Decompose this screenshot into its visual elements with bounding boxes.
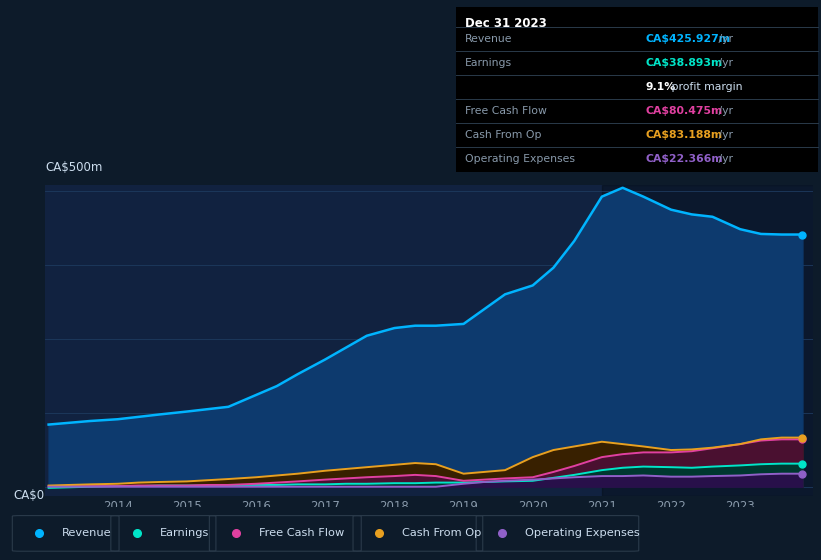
Text: CA$22.366m: CA$22.366m [645,154,723,164]
Text: Operating Expenses: Operating Expenses [465,154,575,164]
Text: Dec 31 2023: Dec 31 2023 [465,17,547,30]
Text: Cash From Op: Cash From Op [465,130,541,140]
Text: CA$80.475m: CA$80.475m [645,106,722,116]
Text: CA$38.893m: CA$38.893m [645,58,722,68]
Bar [602,185,816,496]
Text: /yr: /yr [715,58,733,68]
Text: CA$425.927m: CA$425.927m [645,34,731,44]
Text: Free Cash Flow: Free Cash Flow [259,529,344,538]
Text: Operating Expenses: Operating Expenses [525,529,640,538]
Text: Earnings: Earnings [160,529,209,538]
Text: /yr: /yr [715,106,733,116]
Text: CA$500m: CA$500m [45,161,103,174]
Text: Revenue: Revenue [62,529,111,538]
Text: Revenue: Revenue [465,34,512,44]
Text: CA$83.188m: CA$83.188m [645,130,722,140]
Text: profit margin: profit margin [668,82,743,92]
Text: /yr: /yr [715,130,733,140]
Text: CA$0: CA$0 [13,489,44,502]
Text: 9.1%: 9.1% [645,82,676,92]
Text: Free Cash Flow: Free Cash Flow [465,106,547,116]
Text: /yr: /yr [715,34,733,44]
Text: /yr: /yr [715,154,733,164]
Text: Cash From Op: Cash From Op [402,529,482,538]
Text: Earnings: Earnings [465,58,511,68]
